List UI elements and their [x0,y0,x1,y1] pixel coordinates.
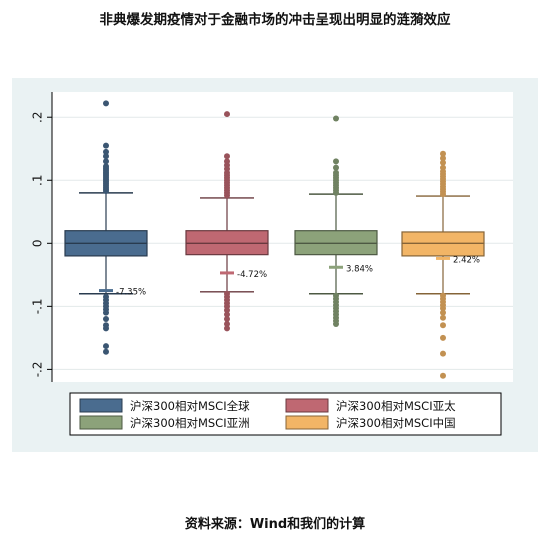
source-note: 资料来源：Wind和我们的计算 [184,517,366,532]
outlier-point [333,164,339,171]
outlier-point [103,100,109,107]
outlier-point [440,309,446,316]
outlier-point [103,325,109,332]
y-tick-label: -.2 [31,362,45,378]
y-tick-label: 0 [31,239,45,247]
outlier-point [224,315,230,322]
box-series-3: 3.84% [294,115,378,327]
outlier-point [103,148,109,155]
outlier-point [440,159,446,166]
outlier-point [224,321,230,327]
legend-label: 沪深300相对MSCI中国 [336,416,456,430]
box-series-1: -7.35% [64,100,148,355]
y-tick-label: -.1 [31,298,45,314]
outlier-point [440,372,446,379]
outlier-point [103,153,109,160]
outlier-point [103,158,109,165]
outlier-point [224,111,230,118]
value-label: 3.84% [346,264,373,274]
box-series-4: 2.42% [401,150,485,379]
outlier-point [333,115,339,122]
outlier-point [224,307,230,314]
outlier-point [103,343,109,350]
legend-item-3: 沪深300相对MSCI亚洲 [79,415,250,430]
value-label: -4.72% [237,270,267,280]
value-label: 2.42% [453,255,480,265]
outlier-point [103,315,109,322]
outlier-point [103,142,109,149]
legend-swatch [79,398,123,413]
box-series-2: -4.72% [185,111,269,332]
outlier-point [333,321,339,327]
legend-item-2: 沪深300相对MSCI亚太 [285,398,456,413]
outlier-point [440,164,446,171]
boxes: -7.35% -4.72% 3.84% 2.42% [64,100,485,379]
value-label: -7.35% [116,288,146,298]
legend-swatch [285,415,329,430]
legend-label: 沪深300相对MSCI全球 [130,399,250,413]
legend-label: 沪深300相对MSCI亚太 [336,399,456,413]
outlier-point [103,163,109,170]
outlier-point [224,325,230,332]
outlier-point [224,158,230,165]
outlier-point [440,314,446,321]
outlier-point [224,153,230,160]
y-axis: -.2 -.1 0 .1 .2 [31,92,53,382]
y-tick-label: .1 [31,175,45,186]
outlier-point [440,334,446,341]
outlier-point [440,155,446,162]
legend-swatch [79,415,123,430]
outlier-point [440,150,446,157]
outlier-point [333,158,339,165]
legend-label: 沪深300相对MSCI亚洲 [130,416,250,430]
outlier-point [440,322,446,329]
legend-item-4: 沪深300相对MSCI中国 [285,415,456,430]
legend-swatch [285,398,329,413]
outlier-point [103,309,109,316]
outlier-point [103,348,109,355]
y-tick-label: .2 [31,111,45,122]
chart-title: 非典爆发期疫情对于金融市场的冲击呈现出明显的涟漪效应 [99,12,451,28]
outlier-point [440,350,446,357]
outlier-point [440,305,446,312]
outlier-point [333,169,339,176]
legend-item-1: 沪深300相对MSCI全球 [79,398,250,413]
outlier-point [224,311,230,318]
